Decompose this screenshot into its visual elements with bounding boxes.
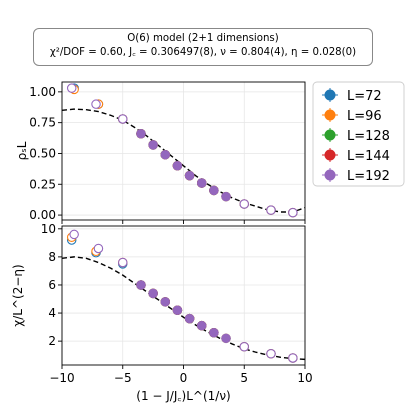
fit-curve [61, 256, 306, 361]
x-axis-label: (1 − J/J꜀)L^(1/ν) [136, 389, 230, 403]
legend-label: L=128 [347, 129, 390, 144]
y-tick-label: 0.00 [29, 208, 56, 222]
legend-marker [324, 129, 336, 141]
data-point-l-192 [288, 207, 298, 218]
x-tick-label: −5 [114, 371, 132, 385]
fit-curve [61, 108, 306, 213]
y-tick-label: 2 [48, 334, 56, 348]
x-tick-label: 10 [297, 371, 312, 385]
data-point-l-192 [160, 149, 171, 160]
legend-label: L=144 [347, 149, 390, 164]
data-point-l-192 [66, 83, 77, 93]
legend-marker [324, 149, 336, 161]
x-tick-label: 0 [180, 371, 188, 385]
data-point-l-192 [196, 320, 207, 331]
y-tick-label: 8 [48, 250, 56, 264]
data-point-l-192 [266, 205, 276, 215]
legend-marker [324, 89, 336, 101]
legend-frame [312, 81, 405, 187]
data-point-l-192 [239, 199, 250, 209]
figure-title: O(6) model (2+1 dimensions) [127, 33, 279, 44]
data-point-l-192 [136, 280, 146, 290]
data-point-l-192 [69, 229, 79, 240]
data-point-l-192 [91, 99, 101, 109]
legend-label: L=192 [347, 169, 390, 184]
data-point-l-192 [266, 349, 276, 359]
legend: L=72 L=96 L=128 L=144 L=192 [312, 81, 405, 187]
y-tick-label: 0.50 [29, 146, 56, 160]
data-point-l-192 [221, 191, 231, 202]
y-tick-label: 6 [48, 278, 56, 292]
data-point-l-192 [196, 178, 207, 188]
data-point-l-192 [148, 140, 158, 150]
data-point-l-192 [288, 353, 298, 363]
data-point-l-192 [118, 114, 128, 124]
figure-title-box: O(6) model (2+1 dimensions) χ²/DOF = 0.6… [33, 28, 373, 66]
y-tick-label: 10 [41, 222, 56, 236]
y-tick-label: 0.25 [29, 177, 56, 191]
data-point-l-192 [184, 313, 195, 324]
data-point-l-192 [221, 333, 231, 344]
data-point-l-192 [148, 288, 158, 299]
y-tick-label: 1.00 [29, 85, 56, 99]
data-point-l-192 [160, 297, 171, 307]
legend-label: L=72 [347, 89, 382, 104]
legend-label: L=96 [347, 109, 382, 124]
data-point-l-192 [209, 185, 219, 196]
data-point-l-192 [172, 305, 183, 315]
legend-marker [324, 109, 336, 121]
data-point-l-192 [172, 161, 183, 171]
data-point-l-192 [184, 170, 195, 181]
data-point-l-192 [93, 243, 104, 254]
legend-marker [324, 169, 336, 181]
x-tick-label: 5 [240, 371, 248, 385]
data-point-l-192 [209, 327, 219, 338]
bottom-panel: 2 4 6 8 10 −10 −5 0 5 10 χ/L^(2−η) (1 − J/J꜀)L^(1/ν… [11, 222, 313, 403]
y-tick-label: 4 [48, 306, 56, 320]
top-panel: 0.00 0.25 0.50 0.75 1.00 ρₛL [15, 81, 306, 224]
data-point-l-192 [136, 129, 146, 139]
y-axis-label: χ/L^(2−η) [11, 264, 25, 326]
data-point-l-192 [239, 341, 250, 352]
figure-subtitle: χ²/DOF = 0.60, J꜀ = 0.306497(8), ν = 0.8… [49, 47, 357, 58]
y-axis-label: ρₛL [15, 141, 29, 160]
x-tick-label: −10 [49, 371, 74, 385]
data-point-l-192 [118, 257, 128, 268]
y-tick-label: 0.75 [29, 116, 56, 130]
